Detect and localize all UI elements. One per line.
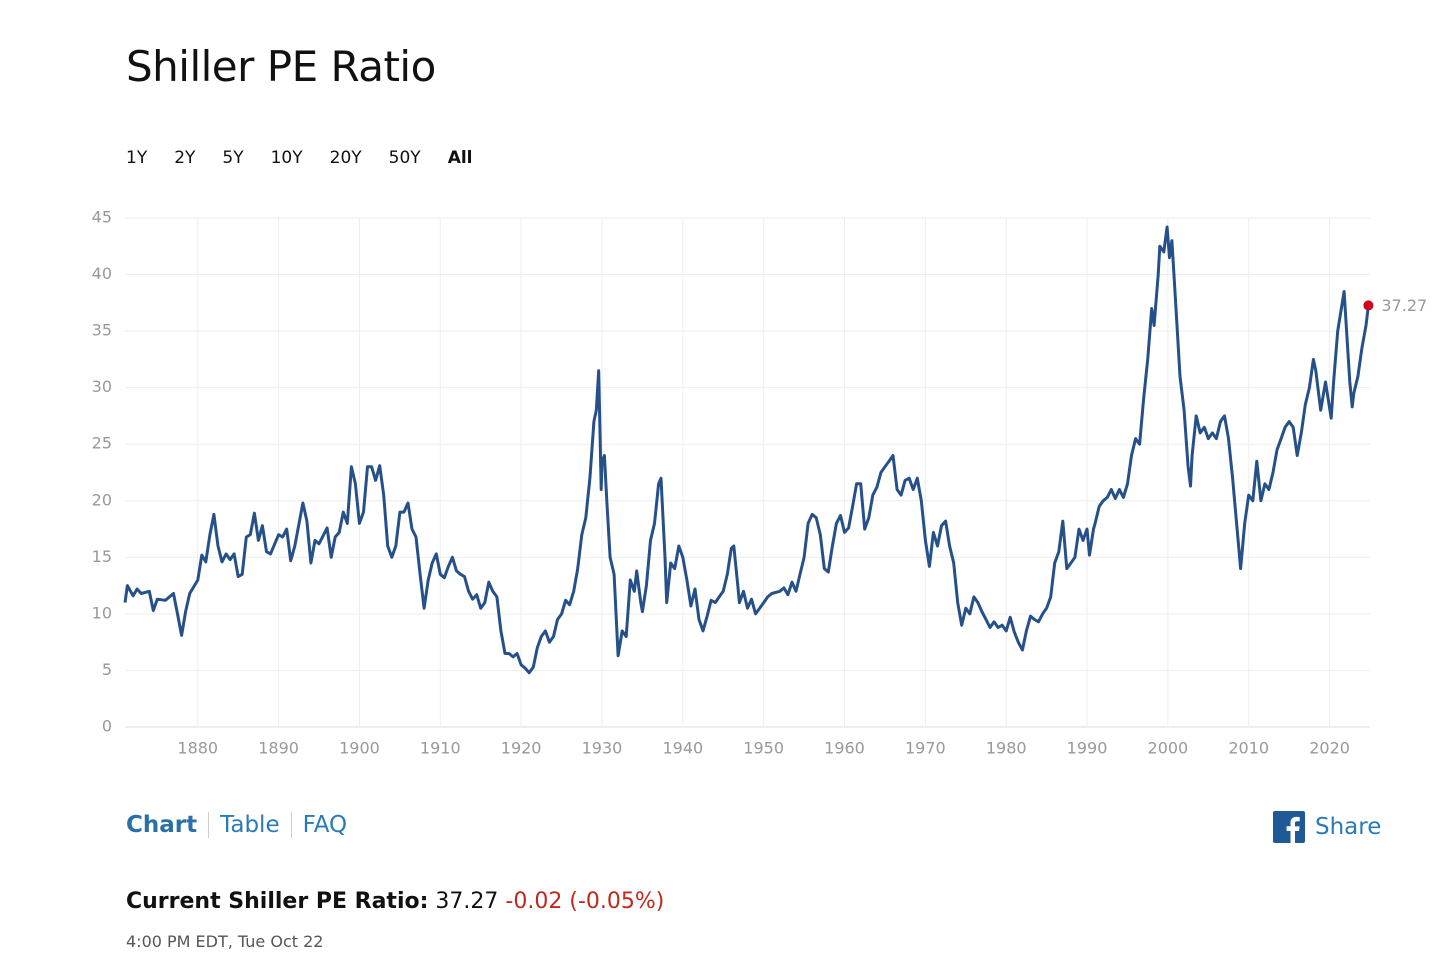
y-tick-label: 20: [92, 490, 112, 509]
range-button[interactable]: All: [447, 148, 473, 168]
current-number: 37.27: [435, 889, 499, 914]
share-button[interactable]: Share: [1273, 811, 1381, 843]
current-label: Current Shiller PE Ratio:: [126, 889, 429, 914]
x-tick-label: 1880: [177, 739, 218, 758]
x-tick-label: 1950: [743, 739, 784, 758]
y-tick-label: 0: [102, 717, 112, 736]
x-tick-label: 1990: [1067, 739, 1108, 758]
last-value-label: 37.27: [1381, 296, 1427, 315]
tab-separator: [290, 812, 292, 838]
current-change: -0.02 (-0.05%): [505, 889, 665, 914]
y-tick-label: 40: [92, 264, 112, 283]
x-tick-label: 1940: [662, 739, 703, 758]
y-tick-label: 25: [92, 434, 112, 453]
tabs: Chart Table FAQ: [126, 812, 347, 838]
tab[interactable]: Table: [220, 812, 280, 838]
line-series: [123, 225, 1370, 675]
x-tick-label: 1960: [824, 739, 865, 758]
current-value: Current Shiller PE Ratio: 37.27 -0.02 (-…: [126, 889, 664, 914]
x-tick-label: 1890: [258, 739, 299, 758]
range-button[interactable]: 1Y: [126, 148, 148, 168]
y-tick-label: 45: [92, 208, 112, 227]
range-button[interactable]: 50Y: [388, 148, 421, 168]
tab[interactable]: Chart: [126, 812, 198, 838]
y-tick-label: 35: [92, 321, 112, 340]
x-tick-label: 1970: [905, 739, 946, 758]
tab-separator: [208, 812, 210, 838]
facebook-icon: [1273, 811, 1305, 843]
x-tick-label: 1980: [986, 739, 1027, 758]
y-tick-label: 30: [92, 377, 112, 396]
x-tick-label: 2010: [1228, 739, 1269, 758]
x-tick-label: 1910: [420, 739, 461, 758]
y-tick-label: 15: [92, 547, 112, 566]
range-button[interactable]: 5Y: [222, 148, 244, 168]
last-point: [1363, 300, 1374, 311]
x-tick-label: 2020: [1309, 739, 1350, 758]
range-button[interactable]: 2Y: [174, 148, 196, 168]
x-tick-label: 1900: [339, 739, 380, 758]
range-selector: 1Y 2Y 5Y 10Y 20Y 50Y All: [126, 148, 500, 168]
page-title: Shiller PE Ratio: [126, 42, 436, 91]
x-tick-label: 1920: [501, 739, 542, 758]
y-tick-label: 10: [92, 603, 112, 622]
timestamp: 4:00 PM EDT, Tue Oct 22: [126, 932, 324, 951]
tab[interactable]: FAQ: [302, 812, 348, 838]
x-tick-label: 2000: [1148, 739, 1189, 758]
y-tick-label: 5: [102, 660, 112, 679]
x-tick-label: 1930: [582, 739, 623, 758]
chart: 0 5 10 15 20 25 30 35 40 45 1880 1890 1900 1910 1920 19…: [92, 208, 1428, 758]
range-button[interactable]: 10Y: [270, 148, 303, 168]
range-button[interactable]: 20Y: [329, 148, 362, 168]
share-label: Share: [1315, 814, 1382, 840]
